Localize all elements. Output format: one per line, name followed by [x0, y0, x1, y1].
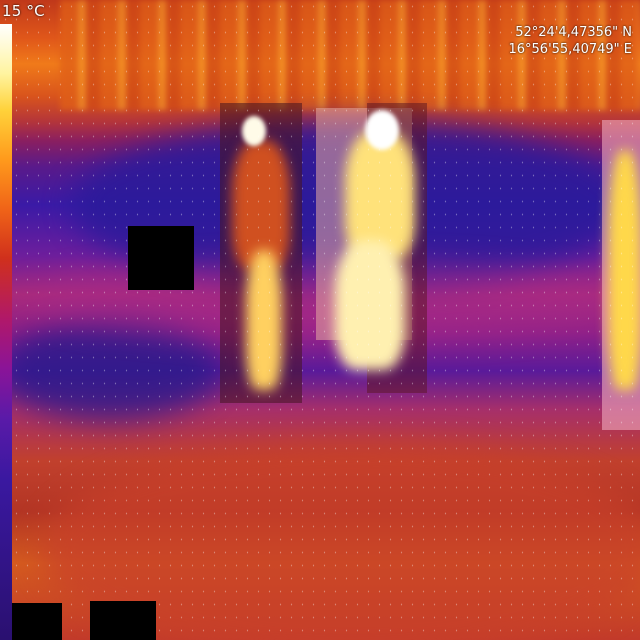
gps-longitude: 16°56'55,40749" E: [508, 42, 632, 57]
person-2-legs: [335, 240, 405, 370]
temperature-readout: 15 °C: [2, 2, 45, 20]
person-3-body: [608, 150, 640, 390]
cold-region-lower: [0, 320, 220, 420]
privacy-mask-bottom-center: [90, 601, 156, 640]
person-2-head: [365, 110, 399, 150]
privacy-mask-block: [128, 226, 194, 290]
person-1-legs: [246, 250, 282, 390]
gps-latitude: 52°24'4,47356" N: [515, 25, 632, 40]
thermal-colorbar-icon: [0, 24, 12, 640]
person-1-head: [242, 116, 266, 146]
person-1-body: [232, 140, 290, 270]
gps-coordinates: 52°24'4,47356" N 16°56'55,40749" E: [508, 24, 632, 58]
person-2-body: [345, 130, 415, 260]
background-buildings: [60, 0, 640, 110]
